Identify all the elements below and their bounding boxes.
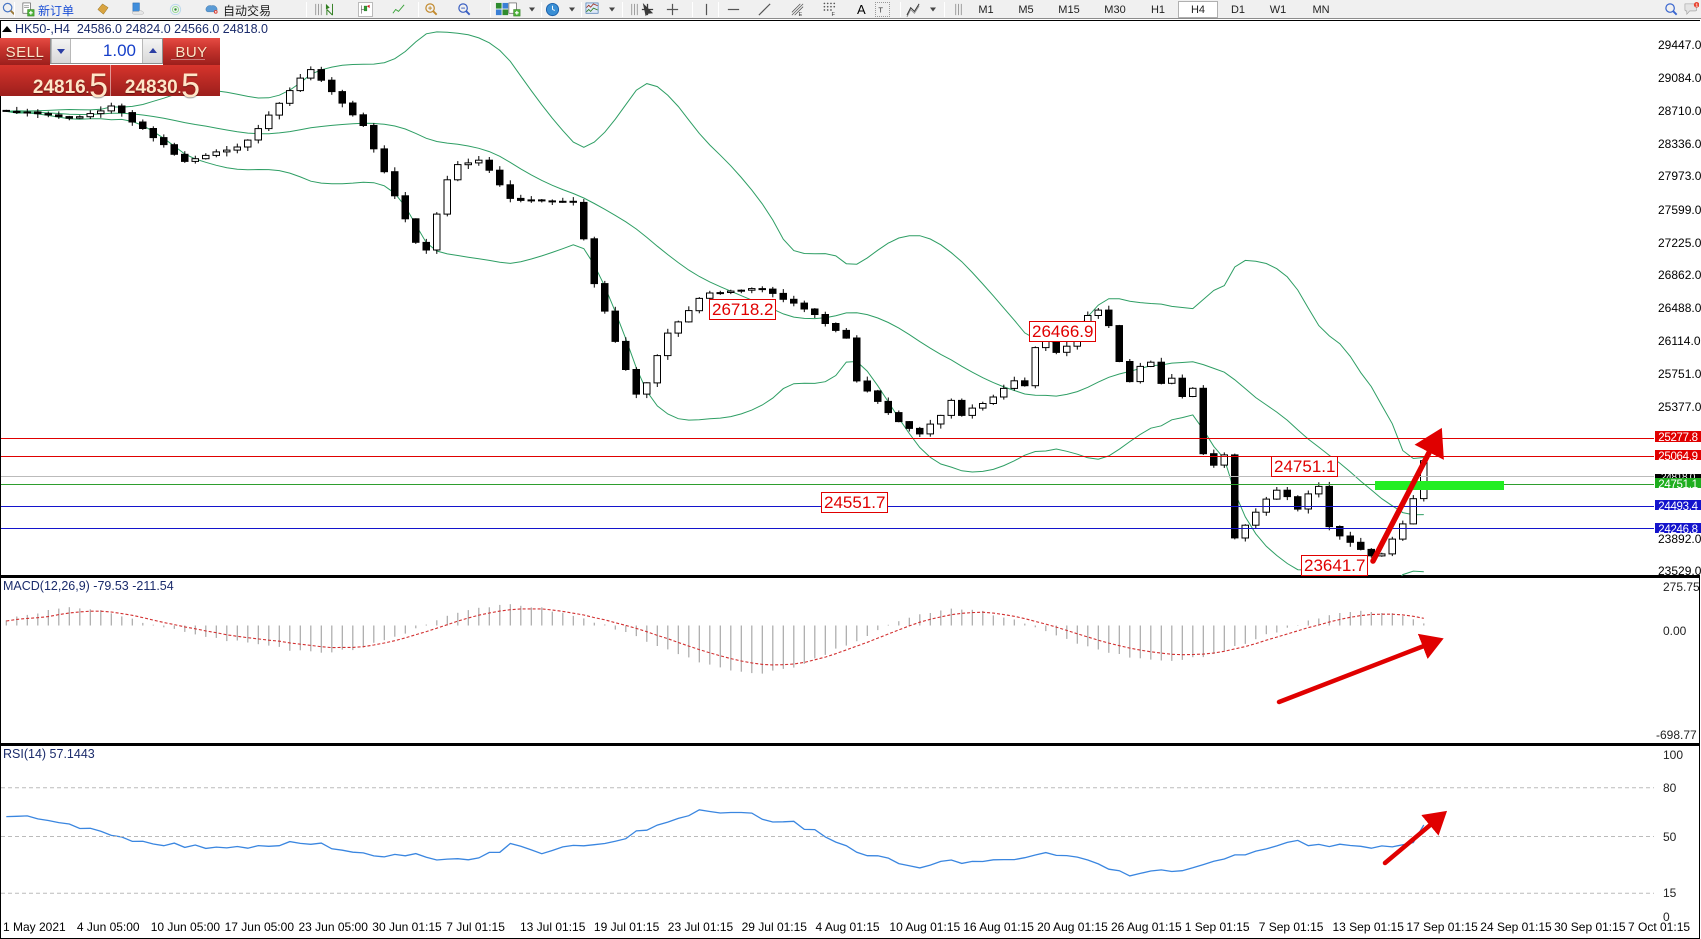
svg-text:E: E [798, 12, 802, 17]
svg-text:F: F [831, 12, 835, 17]
svg-text:T: T [878, 5, 883, 14]
